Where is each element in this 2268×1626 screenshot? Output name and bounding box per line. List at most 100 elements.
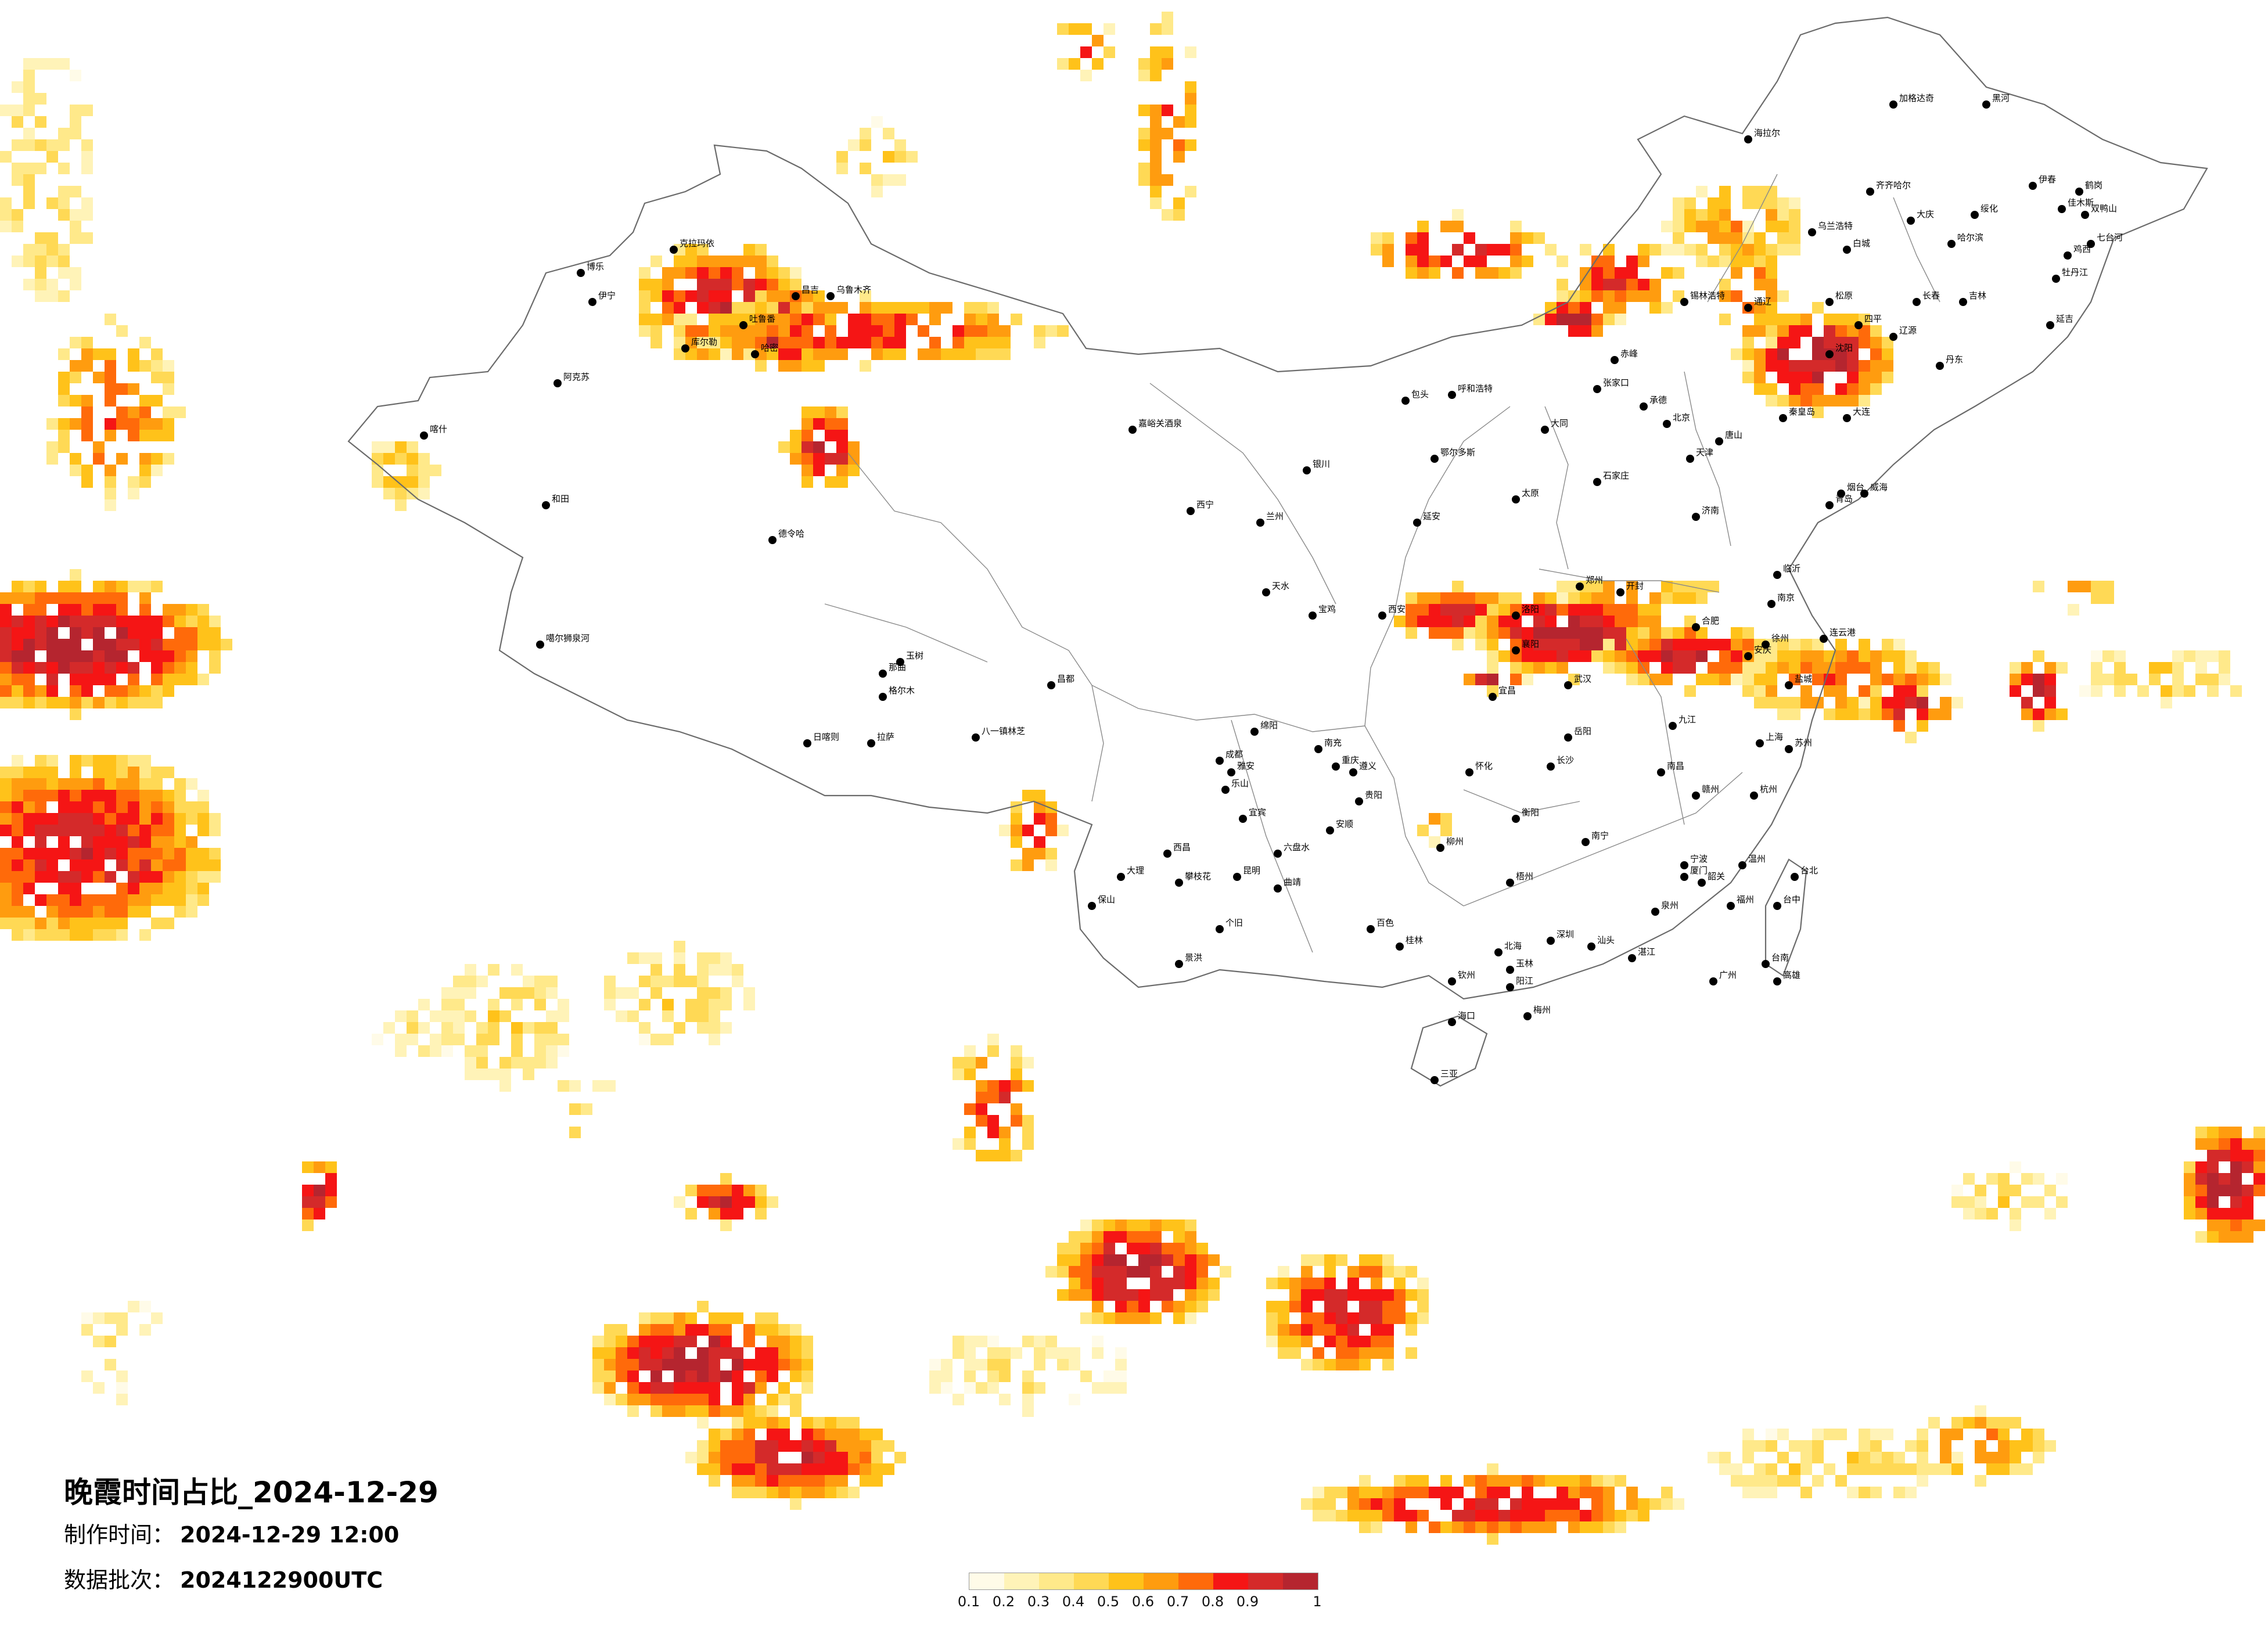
ratio-cell — [546, 1034, 558, 1045]
ratio-cell — [1347, 1498, 1359, 1510]
ratio-cell — [1626, 290, 1638, 302]
ratio-cell — [569, 1103, 581, 1115]
ratio-cell — [860, 1452, 871, 1463]
ratio-cell — [1754, 383, 1766, 395]
ratio-cell — [825, 302, 836, 314]
ratio-cell — [116, 790, 128, 801]
ratio-cell — [1766, 1463, 1777, 1475]
ratio-cell — [151, 627, 163, 639]
ratio-cell — [976, 1115, 987, 1127]
ratio-cell — [1452, 267, 1464, 279]
ratio-cell — [627, 1405, 639, 1417]
ratio-cell — [1289, 1347, 1301, 1359]
ratio-cell — [1138, 139, 1150, 151]
ratio-cell — [755, 1487, 767, 1498]
city-dot — [1744, 135, 1752, 143]
ratio-cell — [1510, 267, 1522, 279]
legend-swatch — [1283, 1573, 1318, 1589]
ratio-cell — [1382, 1266, 1394, 1278]
ratio-cell — [0, 697, 12, 708]
ratio-cell — [1394, 1487, 1406, 1498]
ratio-cell — [1789, 1463, 1800, 1475]
ratio-cell — [1859, 314, 1870, 325]
ratio-cell — [46, 616, 58, 627]
ratio-cell — [12, 639, 23, 650]
ratio-cell — [128, 697, 139, 708]
ratio-cell — [151, 418, 163, 430]
ratio-cell — [70, 883, 81, 894]
ratio-cell — [81, 755, 93, 767]
ratio-cell — [2172, 650, 2184, 662]
city-dot — [1326, 826, 1334, 834]
ratio-cell — [105, 372, 116, 383]
ratio-cell — [2242, 1231, 2253, 1243]
ratio-cell — [836, 302, 848, 314]
ratio-cell — [685, 267, 697, 279]
ratio-cell — [1557, 256, 1568, 267]
city-label: 伊宁 — [598, 290, 616, 301]
city-dot — [1825, 350, 1834, 358]
ratio-cell — [1371, 1266, 1382, 1278]
city-dot — [1221, 786, 1230, 794]
ratio-cell — [743, 1382, 755, 1394]
ratio-cell — [151, 395, 163, 406]
city-label: 武汉 — [1574, 674, 1591, 684]
ratio-cell — [1266, 1312, 1278, 1324]
ratio-cell — [70, 767, 81, 778]
ratio-cell — [836, 406, 848, 418]
ratio-cell — [941, 1359, 953, 1370]
city-label: 包头 — [1411, 389, 1429, 400]
ratio-cell — [1336, 1301, 1347, 1312]
ratio-cell — [743, 1463, 755, 1475]
ratio-cell — [186, 604, 197, 616]
ratio-cell — [720, 1452, 732, 1463]
ratio-cell — [163, 871, 174, 883]
city-label: 广州 — [1719, 970, 1737, 980]
ratio-cell — [1336, 1324, 1347, 1336]
ratio-cell — [1266, 1324, 1278, 1336]
ratio-cell — [894, 314, 906, 325]
ratio-cell — [23, 685, 35, 697]
ratio-cell — [23, 81, 35, 93]
ratio-cell — [58, 836, 70, 848]
ratio-cell — [1417, 604, 1429, 616]
ratio-cell — [755, 314, 767, 325]
ratio-cell — [372, 465, 383, 476]
ratio-cell — [174, 894, 186, 906]
ratio-cell — [116, 836, 128, 848]
ratio-cell — [871, 174, 883, 186]
ratio-cell — [2079, 581, 2091, 592]
ratio-cell — [697, 244, 709, 256]
ratio-cell — [1847, 348, 1859, 360]
ratio-cell — [604, 1347, 616, 1359]
ratio-cell — [639, 1324, 650, 1336]
ratio-cell — [12, 755, 23, 767]
ratio-cell — [1766, 360, 1777, 372]
ratio-cell — [1766, 244, 1777, 256]
ratio-cell — [1696, 256, 1708, 267]
city-dot — [1506, 879, 1514, 887]
ratio-cell — [1406, 1266, 1417, 1278]
ratio-cell — [650, 1034, 662, 1045]
ratio-cell — [12, 581, 23, 592]
ratio-cell — [1522, 1475, 1533, 1487]
ratio-cell — [139, 790, 151, 801]
ratio-cell — [1150, 1254, 1162, 1266]
ratio-cell — [1766, 197, 1777, 209]
ratio-cell — [465, 1045, 476, 1057]
city-dot — [1128, 426, 1137, 434]
ratio-cell — [1557, 1475, 1568, 1487]
legend-label: 0.8 — [1201, 1593, 1224, 1610]
city-label: 鸡西 — [2073, 244, 2091, 254]
ratio-cell — [767, 1336, 778, 1347]
ratio-cell — [1847, 337, 1859, 348]
ratio-cell — [860, 314, 871, 325]
ratio-cell — [23, 604, 35, 616]
ratio-cell — [2242, 1150, 2253, 1161]
ratio-cell — [139, 859, 151, 871]
ratio-cell — [151, 674, 163, 685]
ratio-cell — [1498, 627, 1510, 639]
ratio-cell — [116, 825, 128, 836]
ratio-cell — [558, 1034, 569, 1045]
